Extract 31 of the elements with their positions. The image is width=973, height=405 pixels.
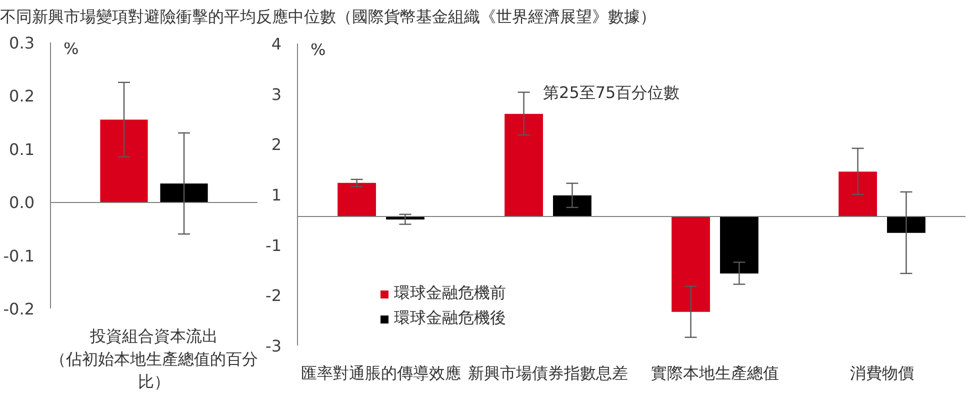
y-tick-label: -0.1 (3, 246, 34, 266)
annotation: 第25至75百分位數 (543, 83, 680, 102)
x-tick-label: 投資組合資本流出（佔初始本地生產總值的百分比） (50, 326, 258, 392)
y-tick-label: -0.2 (3, 300, 34, 318)
x-tick-label: 新興市場債券指數息差 (468, 364, 628, 382)
legend-label: 環球金融危機前 (394, 283, 506, 304)
y-tick-label: 1 (271, 186, 282, 204)
bar (720, 216, 758, 274)
x-tick-label: 匯率對通脹的傳導效應 (301, 364, 461, 382)
legend-label: 環球金融危機後 (394, 308, 506, 329)
bar (672, 216, 710, 312)
y-tick-label: -1 (266, 236, 282, 255)
y-axis-title: % (310, 40, 326, 59)
y-tick-label: 0.0 (9, 193, 35, 212)
y-tick-label: 4 (271, 34, 282, 54)
bar (553, 195, 592, 216)
bar (504, 114, 543, 216)
y-tick-label: 0.2 (9, 86, 35, 106)
y-axis-title: % (64, 39, 79, 58)
bar (887, 216, 926, 233)
x-tick-label: 實際本地生產總值 (651, 364, 779, 382)
y-tick-label: 0.1 (9, 140, 35, 159)
y-tick-label: 2 (271, 135, 282, 154)
y-tick-label: 0.3 (9, 34, 35, 52)
x-tick-label: 消費物價 (850, 364, 914, 382)
bar (838, 172, 877, 216)
y-tick-label: 3 (271, 84, 282, 104)
text: 不同新興市場變項對避險衝擊的平均反應中位數（國際貨幣基金組織《世界經濟展望》數據） (0, 6, 656, 28)
y-tick-label: -3 (266, 336, 282, 356)
y-tick-label: -2 (266, 286, 282, 306)
bar (338, 182, 376, 216)
